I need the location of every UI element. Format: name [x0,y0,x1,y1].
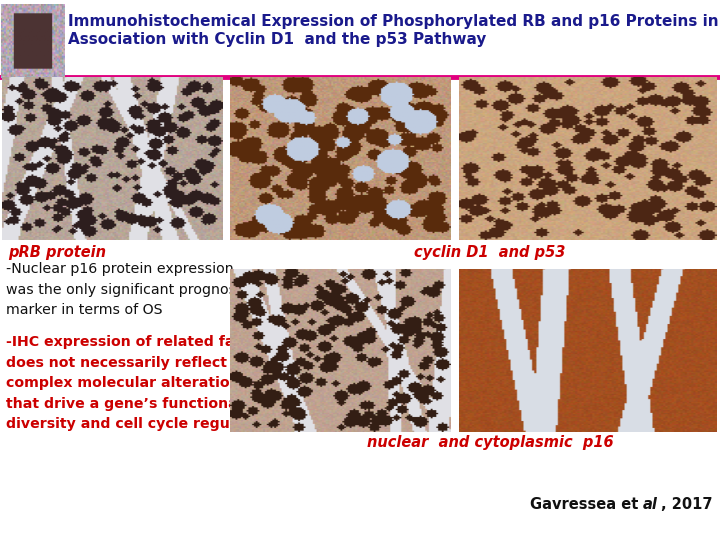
Text: nuclear  and cytoplasmic  p16: nuclear and cytoplasmic p16 [366,435,613,450]
Text: Gavressea et: Gavressea et [530,497,644,512]
Text: Immunohistochemical Expression of Phosphorylated RB and p16 Proteins in: Immunohistochemical Expression of Phosph… [68,14,719,29]
Text: -IHC expression of related factors
does not necessarily reflect the
complex mole: -IHC expression of related factors does … [6,335,281,431]
Text: al: al [643,497,658,512]
Text: , 2017: , 2017 [661,497,713,512]
Text: pRB protein: pRB protein [8,245,106,260]
Text: Association with Cyclin D1  and the p53 Pathway: Association with Cyclin D1 and the p53 P… [68,32,487,47]
Text: -Nuclear p16 protein expression
was the only significant prognostic
marker in te: -Nuclear p16 protein expression was the … [6,262,253,317]
Text: cyclin D1  and p53: cyclin D1 and p53 [414,245,566,260]
